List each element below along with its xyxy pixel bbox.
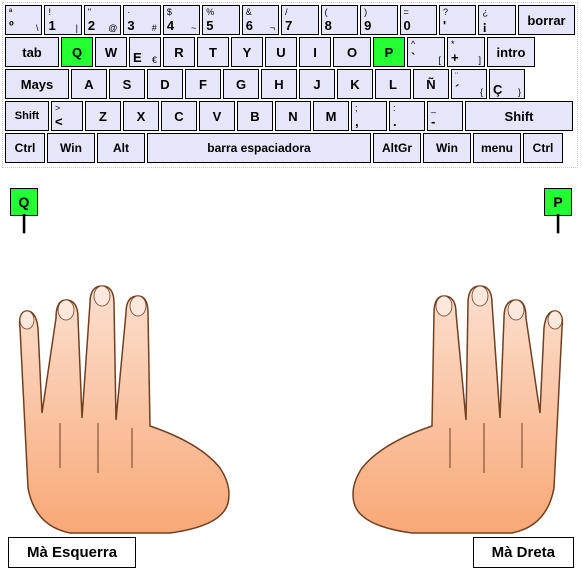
- keyboard: ªº\!1|"2@·3#$4~%5&6¬/7(8)9=0?'¿¡borrar t…: [2, 2, 578, 168]
- key--[interactable]: ¿¡: [478, 5, 515, 35]
- left-hand-label: Mà Esquerra: [8, 537, 136, 568]
- key-win[interactable]: Win: [47, 133, 95, 163]
- key-p[interactable]: P: [373, 37, 405, 67]
- key-b[interactable]: B: [237, 101, 273, 131]
- key-0[interactable]: =0: [400, 5, 437, 35]
- key--[interactable]: _-: [427, 101, 463, 131]
- key-menu[interactable]: menu: [473, 133, 521, 163]
- key-j[interactable]: J: [299, 69, 335, 99]
- key-6[interactable]: &6¬: [242, 5, 279, 35]
- key-shift[interactable]: Shift: [5, 101, 49, 131]
- key-z[interactable]: Z: [85, 101, 121, 131]
- indicator-line: |: [542, 216, 574, 230]
- right-hand-label: Mà Dreta: [473, 537, 574, 568]
- key-mays[interactable]: Mays: [5, 69, 69, 99]
- row-2: MaysASDFGHJKLÑ¨´{Ç}: [5, 69, 575, 99]
- row-3: Shift><ZXCVBNM;,:._-Shift: [5, 101, 575, 131]
- key--[interactable]: ¨´{: [451, 69, 487, 99]
- hands-diagram: Q | P | Mà Esquerra Mà Dreta: [0, 188, 582, 568]
- key-4[interactable]: $4~: [163, 5, 200, 35]
- left-finger-indicator: Q |: [8, 188, 40, 230]
- key-intro[interactable]: intro: [487, 37, 535, 67]
- key-borrar[interactable]: borrar: [518, 5, 575, 35]
- key-altgr[interactable]: AltGr: [373, 133, 421, 163]
- key-c[interactable]: C: [161, 101, 197, 131]
- key--[interactable]: Ñ: [413, 69, 449, 99]
- key-win[interactable]: Win: [423, 133, 471, 163]
- row-0: ªº\!1|"2@·3#$4~%5&6¬/7(8)9=0?'¿¡borrar: [5, 5, 575, 35]
- key-m[interactable]: M: [313, 101, 349, 131]
- key-3[interactable]: ·3#: [123, 5, 160, 35]
- key-i[interactable]: I: [299, 37, 331, 67]
- key-a[interactable]: A: [71, 69, 107, 99]
- key-k[interactable]: K: [337, 69, 373, 99]
- row-4: CtrlWinAltbarra espaciadoraAltGrWinmenuC…: [5, 133, 575, 163]
- key-alt[interactable]: Alt: [97, 133, 145, 163]
- key-5[interactable]: %5: [202, 5, 239, 35]
- key-g[interactable]: G: [223, 69, 259, 99]
- key-u[interactable]: U: [265, 37, 297, 67]
- left-hand-icon: [0, 268, 260, 538]
- key-l[interactable]: L: [375, 69, 411, 99]
- key-x[interactable]: X: [123, 101, 159, 131]
- key--[interactable]: Ç}: [489, 69, 525, 99]
- key-f[interactable]: F: [185, 69, 221, 99]
- key-w[interactable]: W: [95, 37, 127, 67]
- key-q[interactable]: Q: [61, 37, 93, 67]
- key-8[interactable]: (8: [321, 5, 358, 35]
- key-1[interactable]: !1|: [44, 5, 81, 35]
- indicator-line: |: [8, 216, 40, 230]
- key-ctrl[interactable]: Ctrl: [5, 133, 45, 163]
- key--[interactable]: ;,: [351, 101, 387, 131]
- key--[interactable]: ªº\: [5, 5, 42, 35]
- key-tab[interactable]: tab: [5, 37, 59, 67]
- key-t[interactable]: T: [197, 37, 229, 67]
- key-9[interactable]: )9: [360, 5, 397, 35]
- key-shift[interactable]: Shift: [465, 101, 573, 131]
- key--[interactable]: ?': [439, 5, 476, 35]
- key--[interactable]: *+]: [447, 37, 485, 67]
- key-v[interactable]: V: [199, 101, 235, 131]
- key-n[interactable]: N: [275, 101, 311, 131]
- key-barra-espaciadora[interactable]: barra espaciadora: [147, 133, 371, 163]
- key--[interactable]: :.: [389, 101, 425, 131]
- key-e[interactable]: E€: [129, 37, 161, 67]
- key-d[interactable]: D: [147, 69, 183, 99]
- key-y[interactable]: Y: [231, 37, 263, 67]
- key-o[interactable]: O: [333, 37, 371, 67]
- key-s[interactable]: S: [109, 69, 145, 99]
- key-7[interactable]: /7: [281, 5, 318, 35]
- right-hand-icon: [322, 268, 582, 538]
- key--[interactable]: ><: [51, 101, 83, 131]
- row-1: tabQWE€RTYUIOP^`[*+]intro: [5, 37, 575, 67]
- right-finger-indicator: P |: [542, 188, 574, 230]
- key-2[interactable]: "2@: [84, 5, 121, 35]
- hand-labels: Mà Esquerra Mà Dreta: [0, 537, 582, 568]
- key-ctrl[interactable]: Ctrl: [523, 133, 563, 163]
- key--[interactable]: ^`[: [407, 37, 445, 67]
- key-r[interactable]: R: [163, 37, 195, 67]
- key-h[interactable]: H: [261, 69, 297, 99]
